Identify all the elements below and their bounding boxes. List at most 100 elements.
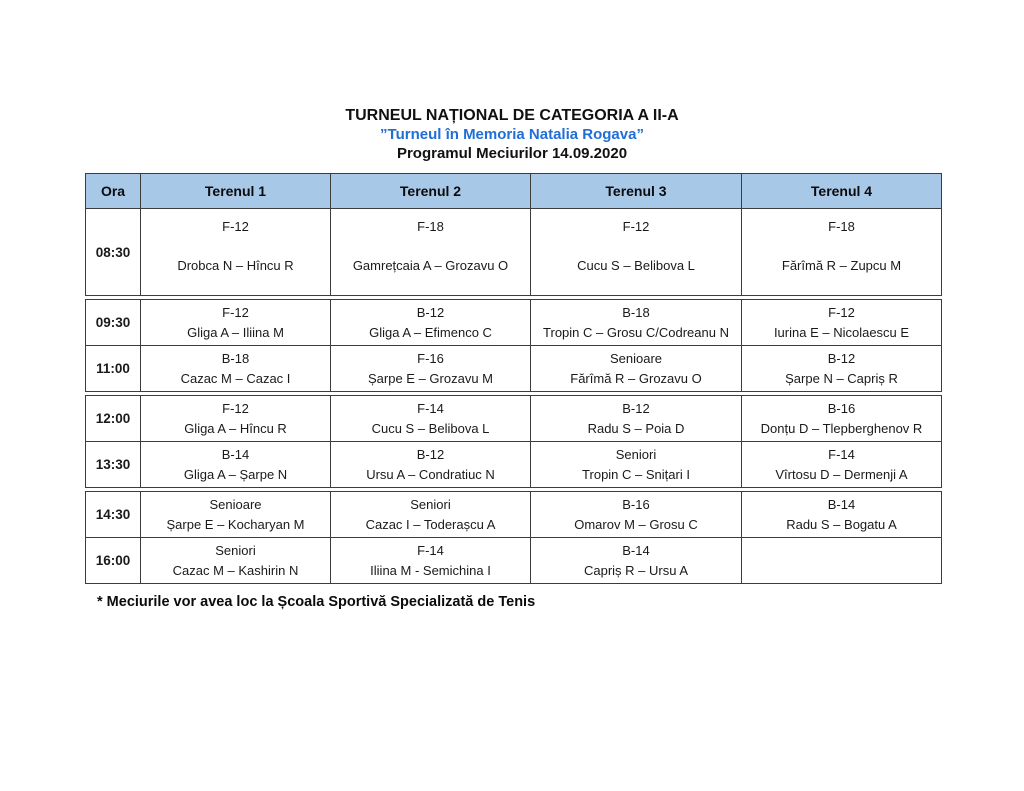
col-header-terenul-1: Terenul 1 [140,173,331,209]
match-cell: B-18 Tropin C – Grosu C/Codreanu N [530,299,742,346]
match-label: Șarpe E – Grozavu M [368,370,493,386]
match-cell: F-14 Vîrtosu D – Dermenji A [741,441,942,488]
match-cell-empty [741,537,942,584]
category-label: F-14 [417,542,444,558]
category-label: F-18 [417,219,444,234]
table-row: 08:30 F-12 Drobca N – Hîncu R F-18 Gamre… [85,208,942,296]
match-cell: F-12 Gliga A – Hîncu R [140,395,331,442]
category-label: F-12 [222,400,249,416]
match-cell: Seniori Cazac I – Toderașcu A [330,491,531,538]
match-cell: B-18 Cazac M – Cazac I [140,345,331,392]
match-cell: F-18 Fărîmă R – Zupcu M [741,208,942,296]
match-label: Donțu D – Tlepberghenov R [760,420,923,436]
title-memorial: ”Turneul în Memoria Natalia Rogava” [380,126,644,143]
match-label: Cazac I – Toderașcu A [365,516,496,532]
match-label: Cazac M – Kashirin N [172,562,299,578]
match-label: Șarpe N – Capriș R [785,370,898,386]
match-cell: B-12 Ursu A – Condratiuc N [330,441,531,488]
venue-footnote: * Meciurile vor avea loc la Școala Sport… [97,594,536,610]
time-cell: 11:00 [85,345,141,392]
category-label: Seniori [410,496,451,512]
match-cell: B-14 Radu S – Bogatu A [741,491,942,538]
category-label: F-12 [222,304,249,320]
title-program-date: Programul Meciurilor 14.09.2020 [396,145,628,162]
time-cell: 14:30 [85,491,141,538]
category-label: B-16 [622,496,650,512]
match-cell: B-16 Donțu D – Tlepberghenov R [741,395,942,442]
match-cell: F-18 Gamrețcaia A – Grozavu O [330,208,531,296]
category-label: F-16 [417,350,444,366]
category-label: F-12 [222,219,249,234]
match-label: Șarpe E – Kocharyan M [166,516,305,532]
document-header: TURNEUL NAȚIONAL DE CATEGORIA A II-A ”Tu… [0,0,1024,163]
category-label: Senioare [609,350,663,366]
category-label: B-14 [221,446,250,462]
category-label: B-18 [622,304,650,320]
category-label: B-14 [622,542,650,558]
schedule-block-2: 09:30 F-12 Gliga A – Iliina M B-12 Gliga… [85,299,942,392]
match-label: Gliga A – Șarpe N [183,466,288,482]
time-cell: 12:00 [85,395,141,442]
match-cell: B-14 Gliga A – Șarpe N [140,441,331,488]
category-label: F-14 [828,446,855,462]
match-cell: B-12 Gliga A – Efimenco C [330,299,531,346]
col-header-terenul-3: Terenul 3 [530,173,742,209]
category-label: Senioare [209,496,262,512]
time-cell: 08:30 [85,208,141,296]
match-label: Gamrețcaia A – Grozavu O [352,258,509,273]
category-label: Seniori [215,542,256,558]
category-label: F-18 [828,219,855,234]
table-header-row: Ora Terenul 1 Terenul 2 Terenul 3 Terenu… [85,173,942,209]
match-cell: F-14 Cucu S – Belibova L [330,395,531,442]
match-label: Cazac M – Cazac I [180,370,291,386]
category-label: B-12 [622,400,650,416]
match-cell: Seniori Tropin C – Snițari I [530,441,742,488]
category-label: Seniori [615,446,657,462]
match-label: Gliga A – Efimenco C [369,324,492,340]
match-label: Capriș R – Ursu A [583,562,689,578]
match-label: Radu S – Poia D [587,420,685,436]
match-cell: F-12 Iurina E – Nicolaescu E [741,299,942,346]
schedule-block-4: 14:30 Senioare Șarpe E – Kocharyan M Sen… [85,491,942,584]
table-row: 14:30 Senioare Șarpe E – Kocharyan M Sen… [85,491,942,538]
match-label: Radu S – Bogatu A [786,516,897,532]
schedule-table: Ora Terenul 1 Terenul 2 Terenul 3 Terenu… [85,173,942,584]
title-main: TURNEUL NAȚIONAL DE CATEGORIA A II-A [345,107,679,124]
match-label: Gliga A – Iliina M [187,324,284,340]
match-cell: Senioare Șarpe E – Kocharyan M [140,491,331,538]
match-label: Tropin C – Snițari I [582,466,690,482]
table-row: 12:00 F-12 Gliga A – Hîncu R F-14 Cucu S… [85,395,942,442]
match-cell: Senioare Fărîmă R – Grozavu O [530,345,742,392]
match-label: Gliga A – Hîncu R [184,420,287,436]
match-label: Tropin C – Grosu C/Codreanu N [543,324,729,340]
time-cell: 13:30 [85,441,141,488]
match-cell: F-16 Șarpe E – Grozavu M [330,345,531,392]
category-label: B-14 [827,496,856,512]
category-label: F-12 [622,219,650,234]
col-header-ora: Ora [85,173,141,209]
match-label: Ursu A – Condratiuc N [366,466,495,482]
match-cell: F-12 Gliga A – Iliina M [140,299,331,346]
category-label: B-16 [827,400,856,416]
table-row: 11:00 B-18 Cazac M – Cazac I F-16 Șarpe … [85,345,942,392]
match-label: Iurina E – Nicolaescu E [773,324,910,340]
col-header-terenul-4: Terenul 4 [741,173,942,209]
table-row: 13:30 B-14 Gliga A – Șarpe N B-12 Ursu A… [85,441,942,488]
match-label: Vîrtosu D – Dermenji A [775,466,908,482]
match-cell: B-16 Omarov M – Grosu C [530,491,742,538]
schedule-block-3: 12:00 F-12 Gliga A – Hîncu R F-14 Cucu S… [85,395,942,488]
match-cell: F-12 Cucu S – Belibova L [530,208,742,296]
match-cell: B-14 Capriș R – Ursu A [530,537,742,584]
match-label: Fărîmă R – Zupcu M [781,258,902,273]
table-row: 16:00 Seniori Cazac M – Kashirin N F-14 … [85,537,942,584]
category-label: F-14 [417,400,444,416]
category-label: B-12 [416,304,445,320]
match-label: Iliina M - Semichina I [370,562,491,578]
schedule-block-1: Ora Terenul 1 Terenul 2 Terenul 3 Terenu… [85,173,942,296]
time-cell: 16:00 [85,537,141,584]
category-label: F-12 [828,304,855,320]
match-label: Omarov M – Grosu C [574,516,698,532]
match-cell: F-14 Iliina M - Semichina I [330,537,531,584]
match-cell: B-12 Șarpe N – Capriș R [741,345,942,392]
